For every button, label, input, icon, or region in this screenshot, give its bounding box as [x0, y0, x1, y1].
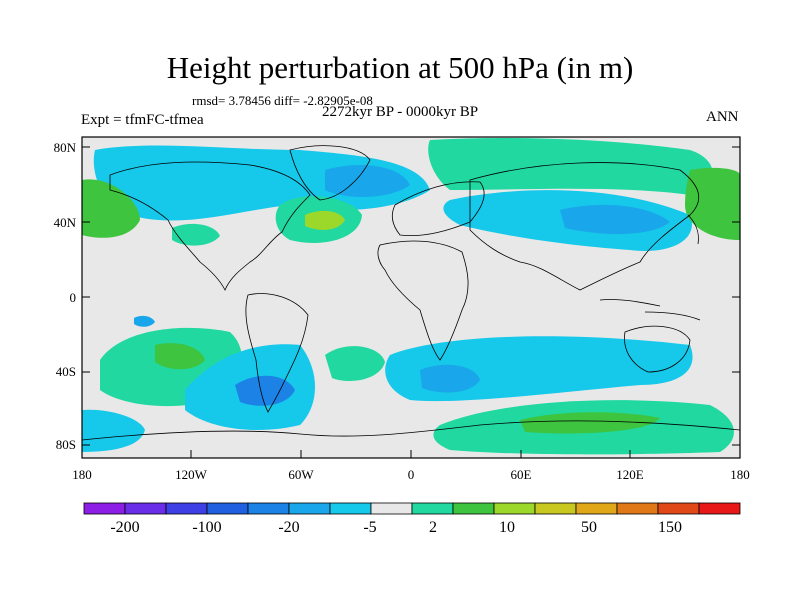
positive-band-arctic	[428, 138, 713, 195]
colorbar-swatch	[411, 502, 454, 515]
colorbar-swatch	[165, 502, 208, 515]
positive-core-atlantic	[305, 210, 345, 230]
stats-text: rmsd= 3.78456 diff= -2.82905e-08	[192, 93, 373, 108]
lat-label-40s: 40S	[55, 364, 76, 379]
colorbar-swatch	[657, 502, 700, 515]
lon-label-120w: 120W	[175, 467, 207, 482]
season-label: ANN	[706, 109, 739, 125]
plot-title: Height perturbation at 500 hPa (in m)	[166, 50, 634, 85]
colorbar-label: 10	[499, 519, 515, 536]
lon-label-0: 0	[407, 467, 415, 482]
positive-south-atlantic	[325, 346, 385, 382]
lon-label-180-east: 180	[730, 467, 750, 482]
colorbar-swatch	[698, 502, 741, 515]
lat-label-40n: 40N	[53, 215, 76, 230]
indonesia-coast	[599, 299, 701, 321]
colorbar-swatch	[206, 502, 249, 515]
lon-label-120e: 120E	[616, 467, 644, 482]
negative-core-south-america	[235, 375, 295, 406]
positive-pacific-east	[685, 167, 740, 240]
negative-core-asia	[560, 204, 670, 235]
colorbar-label: -5	[363, 519, 377, 536]
asia-coast	[469, 162, 700, 291]
colorbar	[83, 502, 741, 515]
negative-core-south-indian	[420, 364, 480, 393]
negative-small-east-pacific	[134, 315, 155, 327]
lat-label-80s: 80S	[55, 437, 76, 452]
colorbar-label: 150	[658, 519, 682, 536]
colorbar-swatch	[452, 502, 495, 515]
experiment-label: Expt = tfmFC-tfmea	[81, 112, 204, 128]
colorbar-swatch	[370, 502, 413, 515]
colorbar-swatch	[247, 502, 290, 515]
australia-coast	[624, 325, 691, 373]
lon-label-60e: 60E	[510, 467, 532, 482]
antarctica-coast	[82, 420, 740, 441]
south-america-coast	[245, 293, 309, 413]
lat-label-80n: 80N	[53, 140, 76, 155]
north-america-coast	[109, 161, 311, 291]
lon-label-60w: 60W	[288, 467, 314, 482]
negative-south-pacific-edge	[82, 409, 145, 452]
colorbar-swatch	[616, 502, 659, 515]
contour-fields	[82, 137, 740, 458]
greenland-coast	[289, 145, 371, 201]
positive-pacific-west	[82, 179, 140, 238]
negative-band-north-atlantic	[93, 145, 431, 221]
positive-core-southern	[520, 412, 660, 434]
colorbar-label: 50	[581, 519, 597, 536]
lat-label-equator: 0	[69, 290, 77, 305]
lon-label-180-west: 180	[72, 467, 92, 482]
colorbar-label: -200	[110, 519, 140, 536]
colorbar-label: -20	[278, 519, 300, 536]
period-text: 2272kyr BP - 0000kyr BP	[322, 104, 479, 120]
positive-core-south-pacific	[155, 343, 205, 370]
colorbar-label: 2	[429, 519, 437, 536]
colorbar-swatch	[534, 502, 577, 515]
coastlines	[82, 145, 740, 441]
axis-ticks	[82, 146, 740, 458]
japan-coast	[687, 214, 699, 245]
colorbar-swatch	[83, 502, 126, 515]
colorbar-swatch	[493, 502, 536, 515]
colorbar-swatch	[575, 502, 618, 515]
colorbar-label: -100	[192, 519, 222, 536]
africa-coast	[377, 240, 469, 361]
colorbar-swatch	[288, 502, 331, 515]
positive-small-na	[172, 223, 220, 246]
colorbar-swatch	[329, 502, 372, 515]
colorbar-swatch	[124, 502, 167, 515]
